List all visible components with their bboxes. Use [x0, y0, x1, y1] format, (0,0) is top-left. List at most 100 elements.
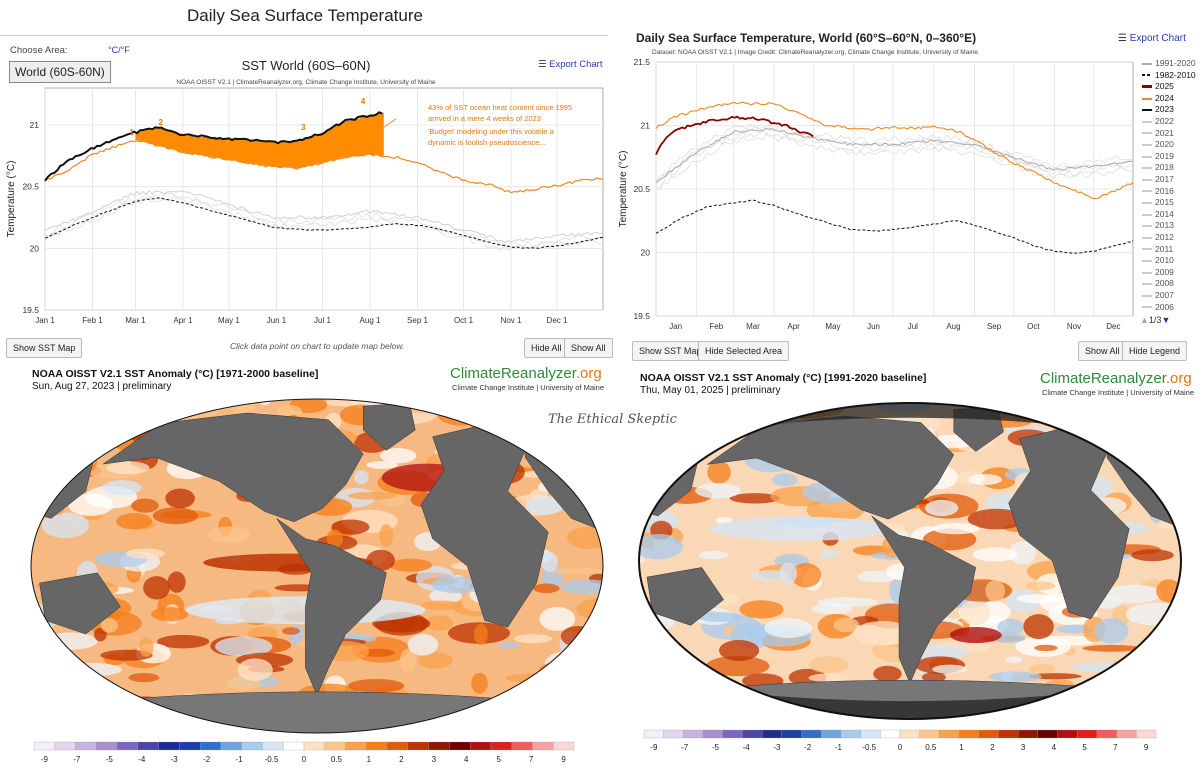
- anomaly-patch: [932, 664, 968, 674]
- legend-item[interactable]: 2012: [1142, 232, 1174, 242]
- anomaly-patch: [514, 687, 527, 710]
- legend-item[interactable]: 2023: [1142, 104, 1174, 114]
- color-scale-label: 0: [898, 743, 903, 752]
- color-scale-label: 0.5: [925, 743, 937, 752]
- legend-item[interactable]: 2014: [1142, 209, 1174, 219]
- legend-item[interactable]: 2018: [1142, 162, 1174, 172]
- anomaly-patch: [544, 650, 601, 677]
- anomaly-patch: [959, 600, 991, 626]
- show-all-button[interactable]: Show All: [564, 338, 613, 358]
- right-export-chart[interactable]: ☰ Export Chart: [1118, 33, 1186, 44]
- anomaly-patch: [697, 421, 753, 438]
- anomaly-patch: [167, 571, 186, 593]
- anomaly-patch: [347, 491, 397, 500]
- legend-item[interactable]: 2021: [1142, 128, 1174, 138]
- x-tick-label: Nov 1: [501, 316, 522, 325]
- chart-subtitle: NOAA OISST V2.1 | ClimateReanalyzer.org,…: [176, 79, 436, 86]
- color-scale-swatch: [241, 741, 263, 751]
- anomaly-patch: [739, 408, 797, 417]
- legend-swatch: [1142, 259, 1152, 262]
- pager-down-icon[interactable]: ▼: [1161, 315, 1171, 325]
- anomaly-patch: [45, 682, 62, 702]
- anomaly-patch: [46, 700, 80, 721]
- legend-item[interactable]: 2022: [1142, 116, 1174, 126]
- anomaly-patch: [31, 455, 54, 478]
- show-sst-map-button[interactable]: Show SST Map: [6, 338, 83, 358]
- annotation-number: 1: [129, 128, 134, 137]
- right-show-all-button[interactable]: Show All: [1078, 341, 1127, 361]
- anomaly-patch: [525, 496, 565, 515]
- legend-item[interactable]: 2009: [1142, 267, 1174, 277]
- anomaly-patch: [276, 405, 303, 419]
- right-sst-map[interactable]: [636, 400, 1184, 722]
- color-scale-label: 0.5: [331, 755, 343, 764]
- legend-item[interactable]: 2011: [1142, 244, 1173, 254]
- color-scale-label: 1: [959, 743, 964, 752]
- right-map-logo-sub: Climate Change Institute | University of…: [1042, 388, 1195, 397]
- chart-hint: Click data point on chart to update map …: [230, 341, 405, 351]
- legend-item[interactable]: 2020: [1142, 139, 1174, 149]
- anomaly-patch: [751, 570, 789, 582]
- legend-item[interactable]: 2024: [1142, 93, 1174, 103]
- right-show-sst-map-button[interactable]: Show SST Map: [632, 341, 709, 361]
- color-scale-swatch: [1136, 729, 1157, 739]
- color-scale-label: -3: [773, 743, 781, 752]
- hide-legend-button[interactable]: Hide Legend: [1122, 341, 1188, 361]
- color-scale-swatch: [1096, 729, 1117, 739]
- anomaly-patch: [106, 461, 150, 475]
- color-scale-swatch: [179, 741, 201, 751]
- legend-item[interactable]: 2017: [1142, 174, 1174, 184]
- legend-label: 2020: [1155, 139, 1174, 150]
- legend-item[interactable]: 2010: [1142, 255, 1174, 265]
- anomaly-patch: [50, 680, 76, 697]
- legend-label: 2016: [1155, 185, 1174, 196]
- legend-item[interactable]: 2008: [1142, 278, 1174, 288]
- legend-item[interactable]: 2019: [1142, 151, 1174, 161]
- anomaly-patch: [31, 467, 44, 486]
- right-chart[interactable]: Daily Sea Surface Temperature, World (60…: [618, 26, 1138, 336]
- anomaly-patch: [471, 672, 488, 694]
- legend-item[interactable]: 2025: [1142, 81, 1174, 91]
- left-sst-map[interactable]: [28, 396, 606, 736]
- x-tick-label: Apr: [787, 322, 800, 331]
- color-scale-label: -1: [236, 755, 244, 764]
- pager-up-icon[interactable]: ▲: [1140, 315, 1149, 325]
- hide-all-button[interactable]: Hide All: [524, 338, 569, 358]
- export-chart-link-left[interactable]: ☰ Export Chart: [538, 59, 602, 70]
- series-line-2024: [44, 140, 604, 194]
- legend-item[interactable]: 2015: [1142, 197, 1174, 207]
- anomaly-patch: [719, 639, 760, 662]
- right-map-title: NOAA OISST V2.1 SST Anomaly (°C) [1991-2…: [640, 372, 927, 384]
- legend-item[interactable]: 2007: [1142, 290, 1174, 300]
- color-scale-label: -3: [171, 755, 179, 764]
- anomaly-patch: [696, 612, 743, 622]
- legend-item[interactable]: 2016: [1142, 186, 1174, 196]
- color-scale-swatch: [532, 741, 554, 751]
- legend-swatch: [1142, 74, 1152, 77]
- area-select[interactable]: World (60S-60N): [9, 61, 111, 83]
- hide-selected-area-button[interactable]: Hide Selected Area: [698, 341, 790, 361]
- color-scale-swatch: [470, 741, 492, 751]
- annotation-text: 43% of SST ocean heat content since 1995: [428, 103, 572, 112]
- anomaly-patch: [41, 512, 89, 539]
- units-toggle[interactable]: °C/°F: [108, 45, 130, 55]
- anomaly-patch: [541, 551, 558, 573]
- legend-pager[interactable]: ▲1/3▼: [1140, 315, 1170, 325]
- left-chart[interactable]: SST World (60S–60N) NOAA OISST V2.1 | Cli…: [0, 52, 612, 340]
- legend-item[interactable]: 2006: [1142, 302, 1174, 312]
- anomaly-patch: [215, 636, 273, 657]
- anomaly-patch: [418, 652, 453, 669]
- y-tick-label: 20.5: [633, 184, 650, 194]
- legend-item[interactable]: 1991-2020: [1142, 58, 1196, 68]
- legend-item[interactable]: 1982-2010: [1142, 70, 1196, 80]
- color-scale-swatch: [33, 741, 55, 751]
- anomaly-patch: [968, 474, 1003, 485]
- x-tick-label: Mar 1: [125, 316, 146, 325]
- anomaly-patch: [431, 576, 485, 594]
- legend-item[interactable]: 2013: [1142, 220, 1174, 230]
- anomaly-patch: [42, 632, 98, 650]
- x-tick-label: Dec 1: [547, 316, 568, 325]
- background-year-line: [44, 193, 602, 248]
- anomaly-patch: [560, 625, 596, 647]
- anomaly-patch: [51, 399, 93, 407]
